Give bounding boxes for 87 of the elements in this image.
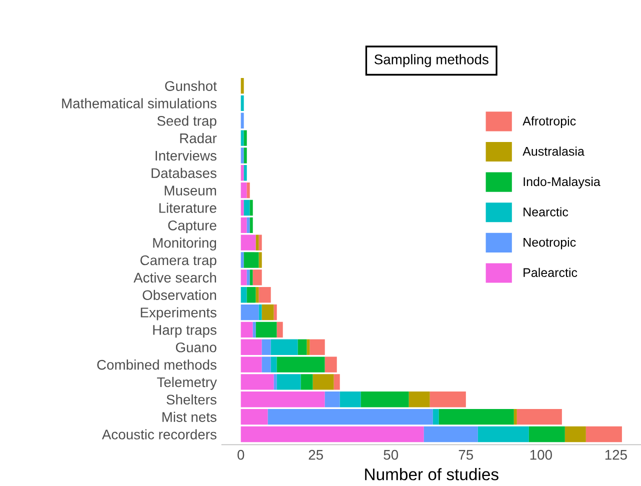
bar	[240, 78, 244, 94]
bar	[528, 426, 565, 442]
bar	[438, 408, 514, 425]
y-tick-label: Mathematical simulations	[62, 98, 216, 108]
x-tick-label: 0	[238, 450, 244, 460]
y-tick-label: Active search	[134, 272, 216, 283]
chart-title: Sampling methods	[374, 54, 488, 68]
bar	[246, 270, 250, 286]
bar	[240, 287, 247, 303]
legend-label: Afrotropic	[522, 116, 576, 128]
legend-label: Neotropic	[524, 238, 576, 250]
bar	[274, 304, 277, 320]
x-tick-label: 50	[384, 450, 398, 460]
bar	[258, 234, 262, 250]
bar	[240, 200, 244, 216]
y-tick-label: Camera trap	[140, 255, 216, 268]
bar	[240, 322, 253, 338]
y-tick-label: Combined methods	[97, 360, 216, 370]
bar	[262, 304, 274, 320]
legend-label: Palearctic	[524, 268, 578, 278]
bar	[240, 130, 244, 146]
bar	[246, 182, 250, 198]
bar	[312, 374, 334, 390]
y-tick-label: Acoustic recorders	[102, 429, 216, 440]
bar	[240, 408, 268, 425]
bar	[258, 252, 262, 268]
y-tick-label: Telemetry	[157, 376, 217, 390]
legend-label: Indo-Malaysia	[524, 176, 600, 189]
bar	[258, 304, 262, 320]
x-tick-label: 25	[308, 450, 324, 460]
bar	[276, 374, 301, 390]
bar	[478, 426, 529, 442]
bar	[516, 408, 562, 425]
y-tick-label: Seed trap	[157, 116, 216, 129]
bar	[244, 200, 250, 216]
bar	[324, 392, 340, 408]
bar	[240, 165, 244, 181]
y-tick-label: Shelters	[166, 394, 216, 405]
bar	[424, 426, 478, 442]
bar	[244, 165, 247, 181]
bar	[432, 408, 439, 425]
bar	[586, 426, 622, 442]
bar	[240, 148, 244, 164]
y-tick-label: Capture	[168, 220, 216, 234]
bar	[250, 217, 253, 234]
y-tick-label: Harp traps	[153, 325, 216, 338]
bar	[564, 426, 586, 442]
bar	[252, 322, 256, 338]
bar	[240, 304, 259, 320]
bar	[240, 182, 247, 198]
y-tick-label: Gunshot	[165, 80, 217, 91]
bar	[360, 392, 409, 408]
legend-label: Australasia	[522, 146, 584, 156]
bar	[240, 426, 424, 442]
bar	[256, 322, 277, 338]
y-tick-label: Experiments	[140, 307, 216, 320]
y-tick-label: Guano	[176, 342, 216, 352]
x-axis-title: Number of studies	[365, 468, 498, 480]
legend-label: Nearctic	[524, 207, 568, 216]
bar	[240, 112, 244, 128]
bar	[430, 392, 466, 408]
bar	[310, 339, 325, 355]
y-tick-label: Mist nets	[162, 412, 216, 422]
y-tick-label: Interviews	[156, 150, 216, 161]
bar	[256, 234, 259, 250]
y-tick-label: Literature	[159, 202, 216, 213]
bar	[276, 322, 283, 338]
x-tick-label: 125	[605, 450, 627, 460]
bar	[240, 252, 244, 268]
bar	[340, 392, 361, 408]
y-tick-label: Observation	[142, 290, 216, 300]
x-tick-label: 75	[458, 450, 474, 460]
bar	[268, 408, 433, 425]
bar	[250, 200, 253, 216]
y-tick-label: Museum	[164, 186, 216, 196]
bar	[274, 374, 277, 390]
bar	[256, 287, 259, 303]
bar	[240, 95, 244, 112]
bar	[306, 339, 310, 355]
y-tick-label: Databases	[152, 168, 216, 178]
x-tick-label: 100	[530, 450, 552, 460]
bar	[246, 217, 250, 234]
bar	[240, 270, 247, 286]
y-tick-label: Radar	[180, 133, 217, 144]
y-tick-label: Monitoring	[153, 238, 216, 250]
bar	[514, 408, 517, 425]
bar	[408, 392, 430, 408]
